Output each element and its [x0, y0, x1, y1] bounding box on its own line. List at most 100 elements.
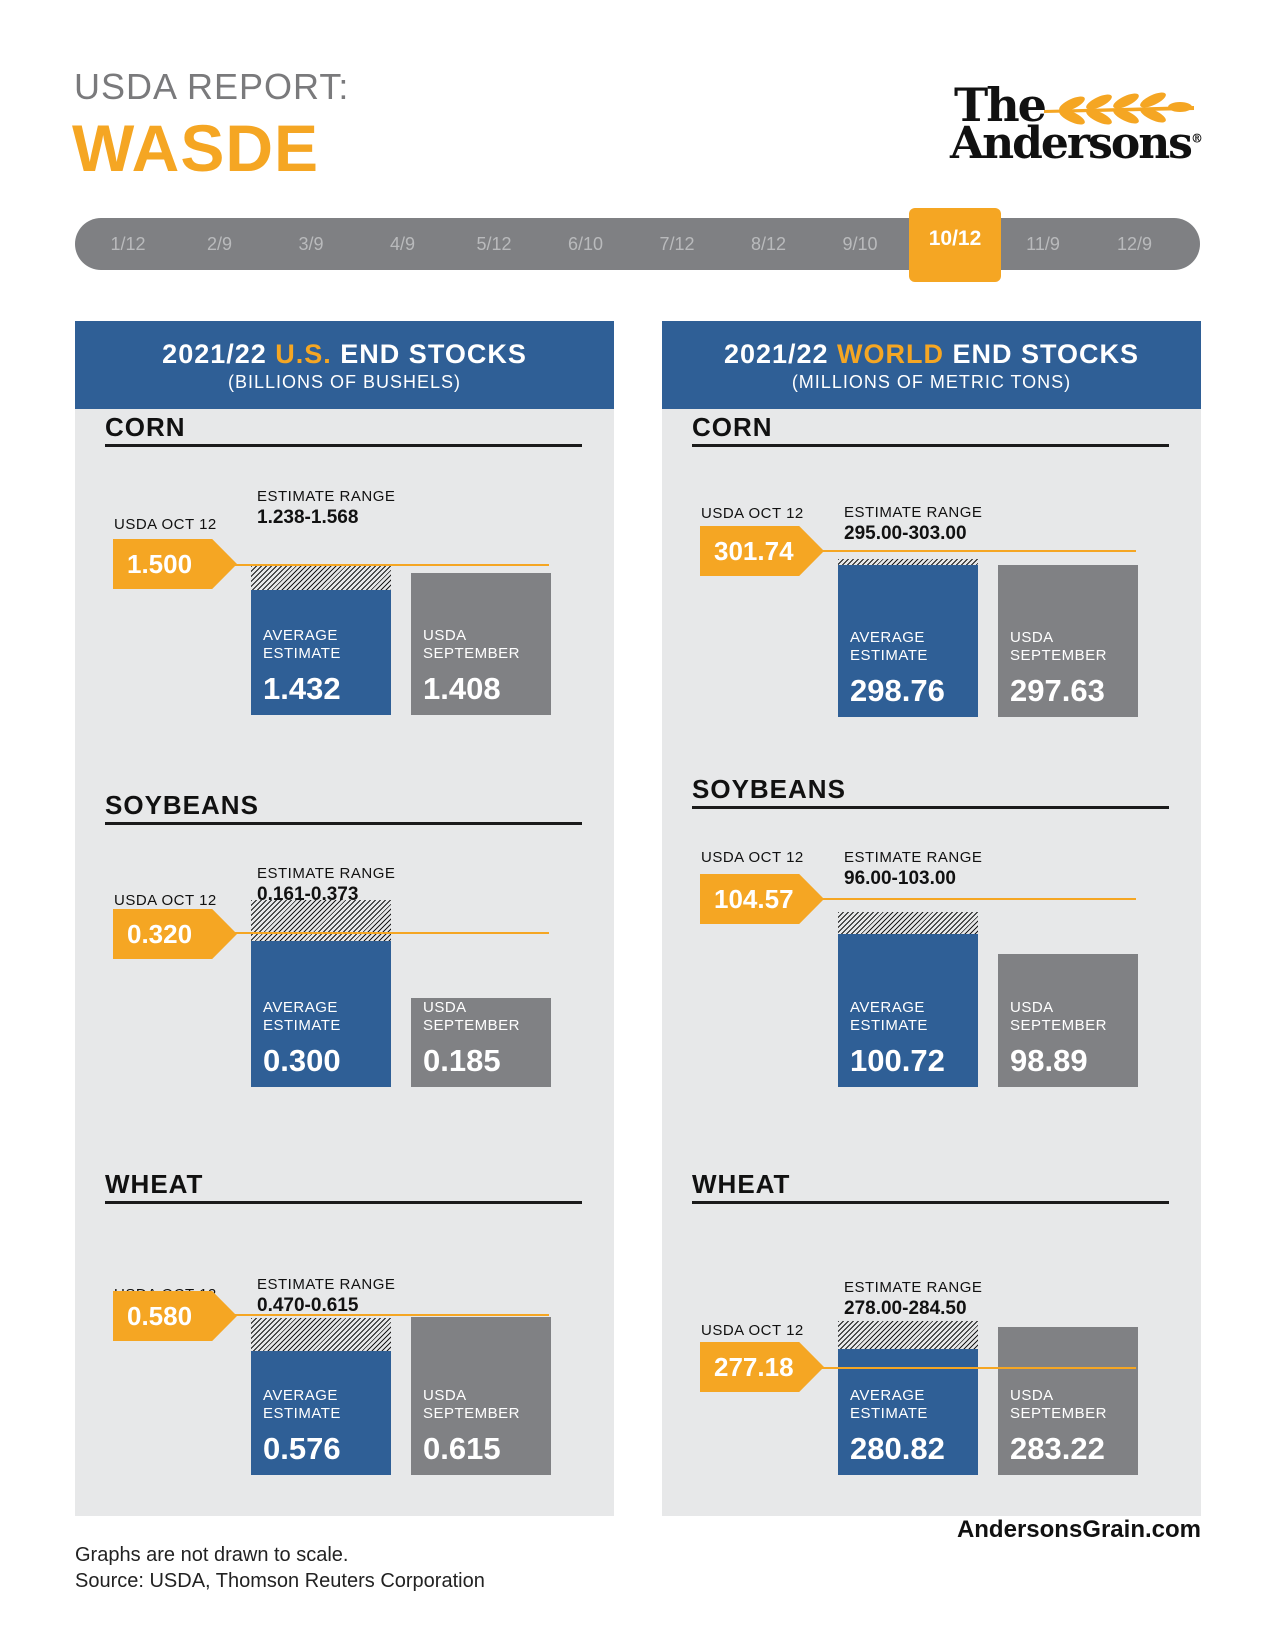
- world-title-year: 2021/22: [723, 339, 838, 369]
- sep-label-line2: SEPTEMBER: [423, 1405, 521, 1422]
- us-panel-title: 2021/22 U.S. END STOCKS: [75, 339, 614, 370]
- soybeans-usda-line: [215, 932, 549, 934]
- world-end-stocks-panel: 2021/22 WORLD END STOCKS (MILLIONS OF ME…: [662, 321, 1201, 1516]
- wheat-average-estimate-bar: AVERAGE ESTIMATE 0.576: [251, 1351, 391, 1475]
- soybeans-usda-september-bar: USDA SEPTEMBER 0.185: [411, 998, 551, 1087]
- corn-range-value: 1.238-1.568: [257, 507, 359, 528]
- timeline-date[interactable]: 1/12: [110, 234, 146, 254]
- sep-label-line1: USDA: [423, 999, 467, 1016]
- avg-label-line2: ESTIMATE: [263, 1405, 341, 1422]
- soybeans-usda-oct12-value: 0.320: [113, 909, 237, 959]
- wheat-average-value: 0.576: [263, 1431, 341, 1466]
- corn-usda-oct12-value: 301.74: [700, 526, 824, 576]
- corn-range-value: 295.00-303.00: [844, 523, 967, 544]
- corn-average-value: 1.432: [263, 671, 341, 706]
- soybeans-rule: [692, 806, 1169, 809]
- wheat-september-value: 283.22: [1010, 1431, 1105, 1466]
- corn-usda-line: [215, 564, 549, 566]
- corn-september-value: 297.63: [1010, 673, 1105, 708]
- soybeans-range-value: 0.161-0.373: [257, 884, 359, 905]
- wheat-average-label: AVERAGE ESTIMATE: [263, 1387, 341, 1423]
- corn-usda-september-bar: USDA SEPTEMBER 297.63: [998, 565, 1138, 717]
- sep-label-line2: SEPTEMBER: [423, 645, 521, 662]
- soybeans-usda-oct12-value: 104.57: [700, 874, 824, 924]
- wheat-heading: WHEAT: [105, 1169, 204, 1199]
- corn-rule: [692, 444, 1169, 447]
- soybeans-heading: SOYBEANS: [692, 774, 846, 804]
- avg-label-line2: ESTIMATE: [850, 647, 928, 664]
- wheat-range-value: 278.00-284.50: [844, 1298, 967, 1319]
- avg-label-line2: ESTIMATE: [850, 1017, 928, 1034]
- avg-label-line1: AVERAGE: [850, 1387, 925, 1404]
- timeline-active-date[interactable]: 10/12: [909, 208, 1001, 282]
- sep-label-line2: SEPTEMBER: [1010, 1017, 1108, 1034]
- registered-mark: ®: [1190, 131, 1203, 146]
- sep-label-line1: USDA: [423, 1387, 467, 1404]
- wheat-usda-oct12-value: 277.18: [700, 1342, 824, 1392]
- wheat-september-label: USDA SEPTEMBER: [1010, 1387, 1107, 1423]
- avg-label-line1: AVERAGE: [263, 999, 338, 1016]
- timeline-date[interactable]: 6/10: [567, 234, 604, 254]
- corn-average-label: AVERAGE ESTIMATE: [850, 629, 928, 665]
- logo-name: Andersons: [950, 118, 1193, 169]
- soybeans-average-label: AVERAGE ESTIMATE: [263, 999, 341, 1035]
- world-panel-title: 2021/22 WORLD END STOCKS: [662, 339, 1201, 370]
- wheat-usda-oct12-value: 0.580: [113, 1291, 237, 1341]
- corn-usda-line: [802, 550, 1136, 552]
- wheat-range-hatch: [251, 1318, 391, 1351]
- soybeans-range-hatch: [838, 912, 978, 934]
- corn-usda-september-bar: USDA SEPTEMBER 1.408: [411, 573, 551, 715]
- corn-usda-oct12-value: 1.500: [113, 539, 237, 589]
- corn-range-label: ESTIMATE RANGE: [257, 488, 396, 505]
- corn-range-hatch: [838, 559, 978, 565]
- timeline-date[interactable]: 3/9: [298, 234, 324, 254]
- world-title-highlight: WORLD: [837, 339, 945, 369]
- wheat-range-hatch: [838, 1321, 978, 1349]
- timeline-date[interactable]: 8/12: [750, 234, 787, 254]
- soybeans-range-label: ESTIMATE RANGE: [844, 849, 983, 866]
- footer-note: Graphs are not drawn to scale.: [75, 1544, 349, 1566]
- avg-label-line2: ESTIMATE: [263, 645, 341, 662]
- soybeans-average-value: 100.72: [850, 1043, 945, 1078]
- wheat-average-value: 280.82: [850, 1431, 945, 1466]
- wheat-september-label: USDA SEPTEMBER: [423, 1387, 520, 1423]
- soybeans-rule: [105, 822, 582, 825]
- avg-label-line2: ESTIMATE: [850, 1405, 928, 1422]
- soybeans-average-label: AVERAGE ESTIMATE: [850, 999, 928, 1035]
- timeline-date[interactable]: 7/12: [659, 234, 695, 254]
- soybeans-heading: SOYBEANS: [105, 790, 259, 820]
- website-link[interactable]: AndersonsGrain.com: [956, 1516, 1201, 1543]
- wheat-usda-september-bar: USDA SEPTEMBER 283.22: [998, 1327, 1138, 1475]
- sep-label-line1: USDA: [423, 627, 467, 644]
- wheat-usda-september-bar: USDA SEPTEMBER 0.615: [411, 1317, 551, 1475]
- timeline-date[interactable]: 2/9: [206, 234, 233, 254]
- soybeans-range-label: ESTIMATE RANGE: [257, 865, 396, 882]
- world-panel-header: 2021/22 WORLD END STOCKS (MILLIONS OF ME…: [662, 321, 1201, 409]
- timeline-date[interactable]: 5/12: [476, 234, 512, 254]
- wheat-range-label: ESTIMATE RANGE: [844, 1279, 983, 1296]
- logo-line-2: Andersons®: [950, 118, 1203, 169]
- soybeans-average-value: 0.300: [263, 1043, 341, 1078]
- us-title-rest: END STOCKS: [331, 339, 527, 369]
- avg-label-line2: ESTIMATE: [263, 1017, 341, 1034]
- soybeans-average-estimate-bar: AVERAGE ESTIMATE 0.300: [251, 941, 391, 1087]
- report-title: WASDE: [72, 111, 320, 185]
- timeline-date[interactable]: 9/10: [842, 234, 878, 254]
- soybeans-usda-label: USDA OCT 12: [701, 849, 804, 866]
- soybeans-usda-september-bar: USDA SEPTEMBER 98.89: [998, 954, 1138, 1087]
- timeline-date[interactable]: 11/9: [1026, 234, 1060, 254]
- sep-label-line1: USDA: [1010, 629, 1054, 646]
- corn-range-hatch: [251, 566, 391, 590]
- us-title-year: 2021/22: [162, 339, 276, 369]
- soybeans-range-value: 96.00-103.00: [844, 868, 956, 889]
- soybeans-september-label: USDA SEPTEMBER: [423, 999, 520, 1035]
- timeline-date[interactable]: 12/9: [1116, 234, 1153, 254]
- sep-label-line1: USDA: [1010, 1387, 1054, 1404]
- corn-usda-label: USDA OCT 12: [114, 516, 217, 533]
- wheat-usda-label: USDA OCT 12: [701, 1322, 804, 1339]
- timeline-date[interactable]: 4/9: [389, 234, 416, 254]
- corn-range-label: ESTIMATE RANGE: [844, 504, 983, 521]
- sep-label-line2: SEPTEMBER: [1010, 647, 1108, 664]
- us-panel-header: 2021/22 U.S. END STOCKS (BILLIONS OF BUS…: [75, 321, 614, 409]
- world-title-rest: END STOCKS: [944, 339, 1140, 369]
